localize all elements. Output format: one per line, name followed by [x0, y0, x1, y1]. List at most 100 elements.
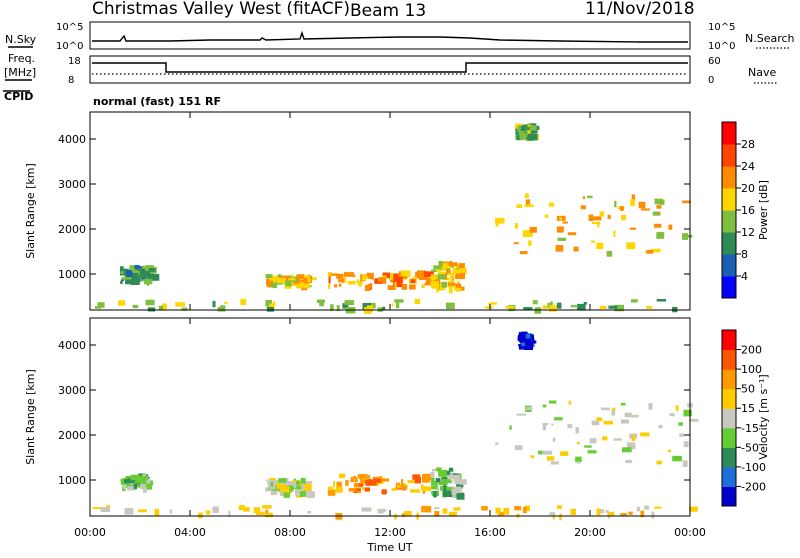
velocity-echo-cell — [552, 437, 556, 442]
x-tick-label: 04:00 — [174, 526, 206, 539]
velocity-echo-cell — [327, 490, 336, 496]
power-echo-cell — [269, 278, 275, 281]
power-echo-cell — [523, 307, 533, 310]
power-echo-cell — [449, 285, 460, 288]
power-colorbar-tick-label: 8 — [741, 248, 748, 261]
power-echo-cell — [505, 305, 515, 309]
power-echo-cell — [220, 305, 226, 312]
velocity-echo-cell — [525, 333, 531, 339]
velocity-colorbar-segment — [722, 447, 736, 468]
power-echo-cell — [97, 302, 105, 308]
power-echo-cell — [562, 221, 568, 224]
velocity-echo-cell — [379, 476, 383, 479]
power-colorbar-segment — [722, 210, 736, 233]
power-echo-cell — [590, 240, 596, 243]
velocity-echo-cell — [516, 413, 527, 416]
velocity-echo-cell — [345, 480, 349, 486]
velocity-echo-cell — [123, 479, 134, 484]
power-echo-cell — [358, 282, 362, 287]
power-echo-cell — [519, 134, 523, 139]
power-echo-region — [515, 123, 540, 142]
velocity-echo-cell — [433, 491, 437, 498]
power-echo-cell — [118, 300, 125, 306]
velocity-echo-cell — [296, 480, 300, 485]
velocity-echo-cell — [683, 441, 689, 448]
power-echo-cell — [495, 217, 505, 224]
velocity-echo-cell — [353, 490, 357, 493]
power-echo-cell — [217, 307, 221, 312]
power-echo-cell — [181, 307, 188, 311]
velocity-echo-cell — [400, 483, 404, 489]
velocity-colorbar-segment — [722, 349, 736, 370]
power-echo-cell — [484, 306, 494, 309]
velocity-echo-cell — [668, 449, 671, 453]
power-echo-cell — [278, 274, 281, 278]
velocity-echo-cell — [451, 488, 462, 495]
power-echo-cell — [550, 301, 553, 305]
velocity-echo-cell — [620, 513, 627, 516]
power-echo-cell — [120, 280, 123, 284]
velocity-echo-cell — [628, 511, 633, 515]
power-echo-cell — [343, 272, 354, 277]
velocity-echo-cell — [498, 511, 505, 516]
velocity-echo-cell — [452, 474, 460, 481]
velocity-echo-cell — [265, 487, 269, 492]
power-echo-cell — [134, 265, 140, 269]
velocity-echo-cell — [596, 508, 601, 516]
velocity-echo-cell — [435, 482, 438, 487]
velocity-echo-cell — [391, 488, 398, 491]
power-echo-cell — [488, 302, 497, 305]
power-echo-cell — [342, 303, 349, 309]
power-echo-cell — [415, 271, 420, 279]
velocity-echo-cell — [518, 332, 528, 339]
power-colorbar-tick-label: 4 — [741, 270, 748, 283]
velocity-echo-cell — [598, 509, 604, 514]
velocity-echo-cell — [445, 470, 450, 476]
velocity-echo-cell — [372, 478, 382, 483]
velocity-echo-cell — [205, 510, 211, 515]
power-echo-cell — [120, 271, 124, 274]
power-echo-cell — [455, 264, 459, 270]
velocity-echo-cell — [264, 512, 273, 518]
power-echo-cell — [449, 275, 455, 279]
power-echo-cell — [347, 281, 356, 285]
velocity-colorbar-segment — [722, 369, 736, 390]
velocity-echo-cell — [125, 476, 131, 479]
velocity-echo-cell — [295, 489, 301, 496]
power-echo-cell — [272, 275, 281, 280]
power-echo-cell — [266, 307, 274, 312]
power-echo-cell — [549, 305, 557, 312]
power-echo-cell — [646, 306, 653, 309]
velocity-echo-cell — [438, 469, 447, 477]
velocity-echo-cell — [435, 478, 441, 483]
velocity-echo-region — [327, 473, 433, 496]
power-echo-cell — [269, 303, 275, 309]
power-colorbar-tick-label: 16 — [741, 204, 755, 217]
velocity-echo-cell — [265, 509, 269, 514]
power-echo-cell — [516, 131, 519, 138]
velocity-echo-cell — [354, 478, 358, 483]
velocity-echo-cell — [624, 412, 632, 418]
power-echo-cell — [587, 195, 593, 199]
nsky-label: N.Sky — [5, 33, 37, 46]
power-echo-cell — [284, 275, 292, 282]
power-echo-cell — [447, 282, 456, 286]
velocity-echo-cell — [404, 511, 412, 516]
power-echo-cell — [542, 305, 547, 309]
power-echo-cell — [328, 276, 331, 284]
velocity-echo-cell — [575, 427, 579, 434]
velocity-echo-cell — [141, 477, 147, 484]
power-echo-cell — [529, 226, 537, 233]
velocity-echo-cell — [130, 474, 140, 481]
velocity-echo-cell — [256, 511, 265, 516]
velocity-ylabel: Slant Range [km] — [24, 369, 37, 465]
velocity-echo-cell — [169, 509, 172, 514]
velocity-echo-region — [430, 467, 467, 500]
power-echo-cell — [266, 278, 274, 286]
power-echo-cell — [336, 305, 340, 312]
power-echo-cell — [393, 273, 399, 280]
power-echo-cell — [147, 307, 156, 312]
velocity-colorbar-segment — [722, 427, 736, 448]
power-echo-cell — [620, 206, 624, 211]
x-tick-label: 12:00 — [374, 526, 406, 539]
